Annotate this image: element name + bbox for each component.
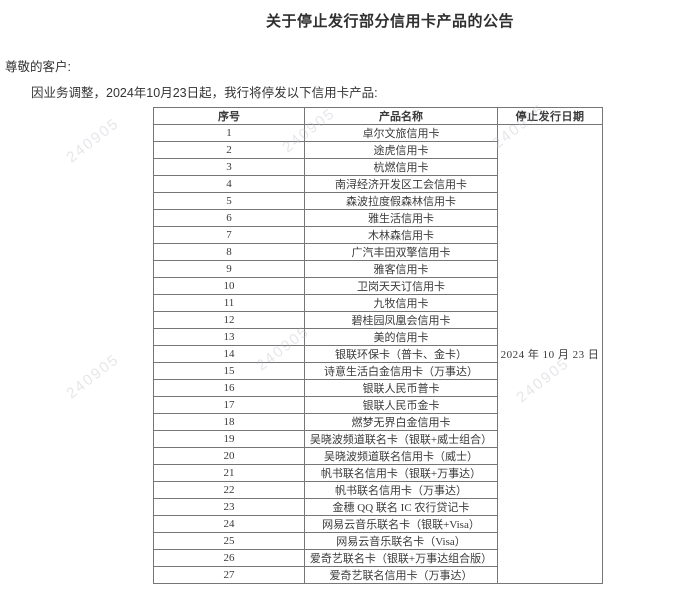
table-row: 20 吴晓波频道联名信用卡（威士）	[153, 447, 603, 465]
row-number-cell: 6	[153, 209, 305, 227]
table-row: 14 银联环保卡（普卡、金卡）	[153, 345, 603, 363]
product-name-cell: 美的信用卡	[304, 328, 498, 346]
row-number-cell: 9	[153, 260, 305, 278]
product-name-cell: 卫岗天天订信用卡	[304, 277, 498, 295]
table-row: 19 吴晓波频道联名卡（银联+威士组合）	[153, 430, 603, 448]
watermark: 240905	[63, 114, 123, 167]
intro-paragraph: 因业务调整，2024年10月23日起，我行将停发以下信用卡产品:	[31, 86, 378, 100]
product-name-cell: 网易云音乐联名卡（银联+Visa）	[304, 515, 498, 533]
product-name-cell: 帆书联名信用卡（万事达）	[304, 481, 498, 499]
product-name-cell: 金穗 QQ 联名 IC 农行贷记卡	[304, 498, 498, 516]
table-row: 27 爱奇艺联名信用卡（万事达）	[153, 566, 603, 584]
header-cell-stop-date: 停止发行日期	[497, 107, 603, 125]
row-number-cell: 21	[153, 464, 305, 482]
product-name-cell: 帆书联名信用卡（银联+万事达）	[304, 464, 498, 482]
table-row: 25 网易云音乐联名卡（Visa）	[153, 532, 603, 550]
row-number-cell: 10	[153, 277, 305, 295]
row-number-cell: 18	[153, 413, 305, 431]
row-number-cell: 7	[153, 226, 305, 244]
salutation-text: 尊敬的客户:	[5, 60, 71, 74]
product-name-cell: 九牧信用卡	[304, 294, 498, 312]
row-number-cell: 25	[153, 532, 305, 550]
row-number-cell: 22	[153, 481, 305, 499]
table-row: 5 森波拉度假森林信用卡	[153, 192, 603, 210]
product-name-cell: 爱奇艺联名信用卡（万事达）	[304, 566, 498, 584]
header-cell-index: 序号	[153, 107, 305, 125]
table-row: 23 金穗 QQ 联名 IC 农行贷记卡	[153, 498, 603, 516]
table-row: 21 帆书联名信用卡（银联+万事达）	[153, 464, 603, 482]
row-number-cell: 8	[153, 243, 305, 261]
row-number-cell: 23	[153, 498, 305, 516]
row-number-cell: 4	[153, 175, 305, 193]
product-name-cell: 吴晓波频道联名卡（银联+威士组合）	[304, 430, 498, 448]
table-row: 6 雅生活信用卡	[153, 209, 603, 227]
product-name-cell: 途虎信用卡	[304, 141, 498, 159]
product-name-cell: 吴晓波频道联名信用卡（威士）	[304, 447, 498, 465]
row-number-cell: 13	[153, 328, 305, 346]
table-row: 26 爱奇艺联名卡（银联+万事达组合版）	[153, 549, 603, 567]
product-name-cell: 雅生活信用卡	[304, 209, 498, 227]
row-number-cell: 24	[153, 515, 305, 533]
table-row: 3 杭燃信用卡	[153, 158, 603, 176]
product-name-cell: 南浔经济开发区工会信用卡	[304, 175, 498, 193]
product-name-cell: 卓尔文旅信用卡	[304, 124, 498, 142]
product-name-cell: 杭燃信用卡	[304, 158, 498, 176]
row-number-cell: 20	[153, 447, 305, 465]
table-row: 1 卓尔文旅信用卡 2024 年 10 月 23 日	[153, 124, 603, 584]
header-cell-product: 产品名称	[304, 107, 498, 125]
row-number-cell: 3	[153, 158, 305, 176]
product-name-cell: 木林森信用卡	[304, 226, 498, 244]
row-number-cell: 2	[153, 141, 305, 159]
product-name-cell: 燃梦无界白金信用卡	[304, 413, 498, 431]
table-row: 17 银联人民币金卡	[153, 396, 603, 414]
row-number-cell: 11	[153, 294, 305, 312]
product-name-cell: 银联环保卡（普卡、金卡）	[304, 345, 498, 363]
table-row: 18 燃梦无界白金信用卡	[153, 413, 603, 431]
row-number-cell: 5	[153, 192, 305, 210]
product-name-cell: 雅客信用卡	[304, 260, 498, 278]
row-number-cell: 15	[153, 362, 305, 380]
row-number-cell: 27	[153, 566, 305, 584]
row-number-cell: 17	[153, 396, 305, 414]
product-name-cell: 森波拉度假森林信用卡	[304, 192, 498, 210]
product-name-cell: 爱奇艺联名卡（银联+万事达组合版）	[304, 549, 498, 567]
product-name-cell: 广汽丰田双擎信用卡	[304, 243, 498, 261]
product-name-cell: 银联人民币金卡	[304, 396, 498, 414]
product-name-cell: 诗意生活白金信用卡（万事达）	[304, 362, 498, 380]
watermark: 240905	[63, 350, 123, 403]
row-number-cell: 19	[153, 430, 305, 448]
table-row: 16 银联人民币普卡	[153, 379, 603, 397]
page-title: 关于停止发行部分信用卡产品的公告	[265, 13, 514, 30]
row-number-cell: 12	[153, 311, 305, 329]
row-number-cell: 26	[153, 549, 305, 567]
table-header-row: 序号 产品名称 停止发行日期	[153, 107, 603, 125]
row-number-cell: 1	[153, 124, 305, 142]
product-name-cell: 银联人民币普卡	[304, 379, 498, 397]
row-number-cell: 16	[153, 379, 305, 397]
stop-date-cell: 2024 年 10 月 23 日	[497, 124, 603, 584]
table-row: 11 九牧信用卡	[153, 294, 603, 312]
row-number-cell: 14	[153, 345, 305, 363]
product-name-cell: 网易云音乐联名卡（Visa）	[304, 532, 498, 550]
product-name-cell: 碧桂园凤凰会信用卡	[304, 311, 498, 329]
